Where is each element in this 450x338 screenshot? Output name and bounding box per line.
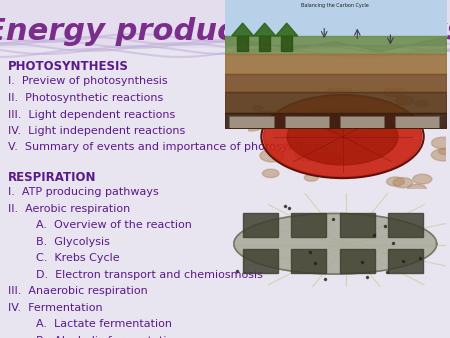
Circle shape [354,165,369,173]
Circle shape [382,151,400,160]
Text: IV.  Light independent reactions: IV. Light independent reactions [8,126,185,136]
FancyBboxPatch shape [0,0,450,48]
Text: A.  Overview of the reaction: A. Overview of the reaction [8,220,192,230]
Circle shape [241,138,260,148]
Bar [388,214,423,237]
Circle shape [389,83,412,95]
Circle shape [287,182,306,191]
Text: PHOTOSYNTHESIS: PHOTOSYNTHESIS [8,60,129,73]
Text: II.  Photosynthetic reactions: II. Photosynthetic reactions [8,93,163,103]
Text: B.  Alcoholic fermentation: B. Alcoholic fermentation [8,336,180,338]
Text: A.  Lactate fermentation: A. Lactate fermentation [8,319,172,329]
Circle shape [248,161,270,172]
Text: V.  Summary of events and importance of photosynthesis: V. Summary of events and importance of p… [8,143,328,152]
Circle shape [313,162,332,172]
Circle shape [411,147,431,158]
Circle shape [432,89,443,95]
Bar [340,249,375,273]
Text: C.  Krebs Cycle: C. Krebs Cycle [8,253,120,263]
Circle shape [414,144,441,158]
Circle shape [343,96,370,110]
Text: RESPIRATION: RESPIRATION [8,171,96,184]
Circle shape [344,173,369,186]
Polygon shape [276,23,298,36]
Bar [291,249,326,273]
Circle shape [404,173,418,180]
Text: B.  Glycolysis: B. Glycolysis [8,237,110,246]
Bar [340,214,375,237]
Polygon shape [254,23,276,36]
Circle shape [306,177,319,184]
Text: III.  Anaerobic respiration: III. Anaerobic respiration [8,286,148,296]
Text: II.  Aerobic respiration: II. Aerobic respiration [8,203,130,214]
Circle shape [364,175,392,189]
Circle shape [339,95,353,102]
Circle shape [426,146,449,158]
Circle shape [248,174,269,185]
Circle shape [282,182,309,195]
Text: IV.  Fermentation: IV. Fermentation [8,303,103,313]
Text: D.  Electron transport and chemiosmosis: D. Electron transport and chemiosmosis [8,269,263,280]
Circle shape [390,138,400,143]
Circle shape [287,108,398,165]
Bar [388,249,423,273]
Bar [340,116,384,128]
Circle shape [333,139,346,146]
Text: Energy producing pathways: Energy producing pathways [0,18,450,47]
Circle shape [275,186,285,191]
Circle shape [263,96,422,177]
Polygon shape [234,214,436,274]
Text: I.  ATP producing pathways: I. ATP producing pathways [8,187,159,197]
Text: III.  Light dependent reactions: III. Light dependent reactions [8,110,175,120]
Circle shape [389,119,415,132]
Bar [291,214,326,237]
Bar [243,249,278,273]
Bar [243,214,278,237]
Bar [284,116,328,128]
Text: Balancing the Carbon Cycle: Balancing the Carbon Cycle [302,3,369,7]
Circle shape [254,157,274,167]
Circle shape [403,149,423,160]
Circle shape [311,168,332,179]
Bar [230,116,274,128]
Circle shape [334,137,361,151]
Circle shape [303,104,329,117]
Circle shape [394,179,411,188]
Polygon shape [232,23,254,36]
Bar [395,116,439,128]
Circle shape [334,101,352,110]
Text: I.  Preview of photosynthesis: I. Preview of photosynthesis [8,76,167,87]
